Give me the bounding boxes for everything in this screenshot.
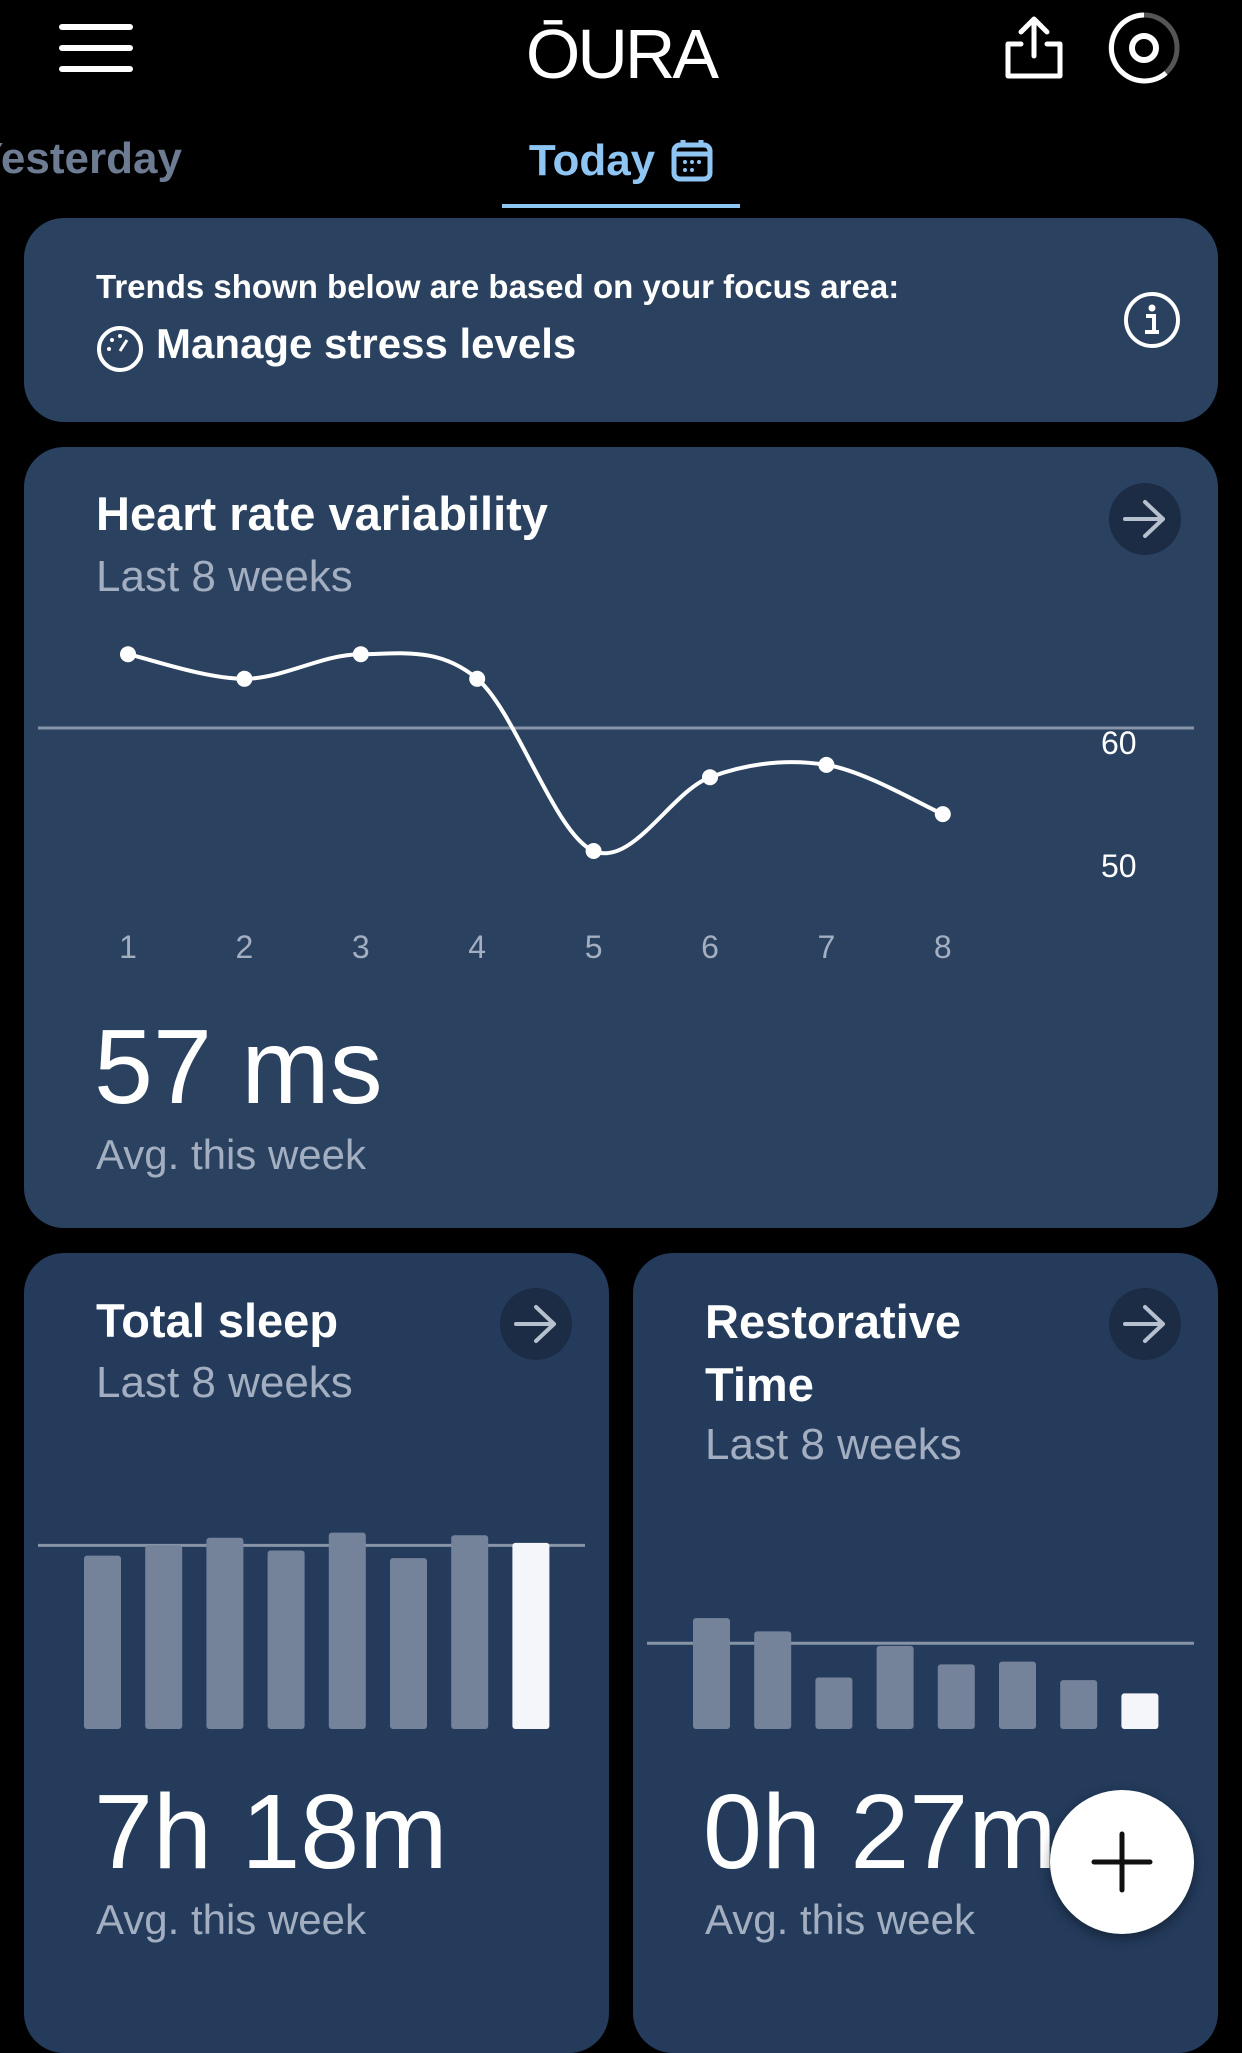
y-tick-50: 50 (1101, 848, 1137, 884)
hrv-point-4 (469, 670, 486, 687)
x-tick-3: 3 (351, 929, 370, 965)
info-icon[interactable] (1122, 290, 1182, 350)
sleep-subtitle: Last 8 weeks (96, 1358, 353, 1407)
x-tick-1: 1 (119, 929, 137, 965)
bar-8 (1121, 1693, 1159, 1729)
hamburger-icon (59, 24, 133, 72)
share-icon (1005, 16, 1063, 79)
tab-yesterday[interactable]: Yesterday (0, 134, 182, 183)
hrv-line-chart (38, 646, 1194, 859)
tab-today-label: Today (528, 136, 656, 185)
sleep-value: 7h 18m (94, 1773, 448, 1891)
bar-1 (84, 1555, 121, 1729)
hrv-point-5 (585, 843, 602, 859)
total-sleep-card[interactable]: Total sleep Last 8 weeks 7h 18m Avg. thi… (24, 1253, 609, 2053)
hrv-point-2 (236, 670, 253, 687)
hrv-point-7 (818, 756, 835, 773)
ring-status-icon (1108, 12, 1180, 84)
bar-3 (206, 1537, 244, 1729)
arrow-right-icon (1123, 500, 1165, 538)
menu-button[interactable] (58, 22, 134, 74)
hrv-card[interactable]: Heart rate variability Last 8 weeks 60 5… (24, 447, 1218, 1228)
x-tick-8: 8 (933, 929, 952, 965)
sleep-caption: Avg. this week (96, 1896, 367, 1943)
restorative-open-button[interactable] (1109, 1288, 1181, 1360)
bar-7 (1060, 1680, 1098, 1729)
arrow-right-icon (1123, 1305, 1165, 1343)
hrv-point-6 (702, 769, 718, 786)
focus-area-card[interactable]: Trends shown below are based on your foc… (24, 218, 1218, 422)
restorative-title-line1: Restorative (705, 1295, 961, 1348)
x-tick-6: 6 (701, 929, 719, 965)
hrv-open-button[interactable] (1109, 483, 1181, 555)
share-button[interactable] (1003, 14, 1065, 80)
bar-5 (328, 1532, 366, 1729)
x-tick-4: 4 (468, 929, 487, 965)
restorative-value: 0h 27m (703, 1773, 1057, 1891)
hrv-caption: Avg. this week (96, 1131, 367, 1178)
tab-today[interactable]: Today (502, 130, 740, 208)
hrv-point-1 (120, 646, 136, 663)
plus-icon (1091, 1831, 1153, 1893)
ring-status-button[interactable] (1106, 10, 1182, 86)
bar-2 (754, 1631, 792, 1729)
restorative-subtitle: Last 8 weeks (705, 1420, 962, 1469)
bar-5 (937, 1664, 975, 1729)
sleep-open-button[interactable] (500, 1288, 572, 1360)
focus-area-label: Manage stress levels (156, 320, 577, 367)
restorative-title-line2: Time (705, 1358, 814, 1411)
restorative-time-card[interactable]: Restorative Time Last 8 weeks 0h 27m Avg… (633, 1253, 1218, 2053)
gauge-icon (97, 326, 143, 372)
hrv-point-3 (352, 646, 369, 663)
bar-6 (999, 1661, 1036, 1729)
add-button[interactable] (1050, 1790, 1194, 1934)
x-tick-2: 2 (235, 929, 254, 965)
hrv-title: Heart rate variability (96, 487, 548, 540)
bar-4 (267, 1550, 305, 1729)
calendar-icon (671, 140, 713, 182)
bar-7 (451, 1535, 489, 1729)
hrv-line (127, 651, 944, 856)
hrv-point-8 (934, 806, 951, 823)
x-tick-7: 7 (817, 929, 836, 965)
bar-1 (693, 1618, 730, 1729)
bar-8 (512, 1542, 550, 1729)
bar-2 (145, 1545, 183, 1729)
bar-6 (390, 1558, 427, 1729)
sleep-title: Total sleep (96, 1294, 339, 1347)
focus-intro: Trends shown below are based on your foc… (96, 268, 900, 305)
bar-3 (815, 1677, 853, 1729)
oura-logo: ŌURA (525, 15, 719, 93)
hrv-value: 57 ms (94, 1008, 383, 1126)
x-tick-5: 5 (584, 929, 603, 965)
restorative-bar-chart (647, 1618, 1194, 1729)
hrv-subtitle: Last 8 weeks (96, 552, 353, 601)
arrow-right-icon (514, 1305, 556, 1343)
y-tick-60: 60 (1101, 725, 1137, 761)
bar-4 (876, 1645, 914, 1729)
restorative-caption: Avg. this week (705, 1896, 976, 1943)
sleep-bar-chart (38, 1532, 585, 1729)
